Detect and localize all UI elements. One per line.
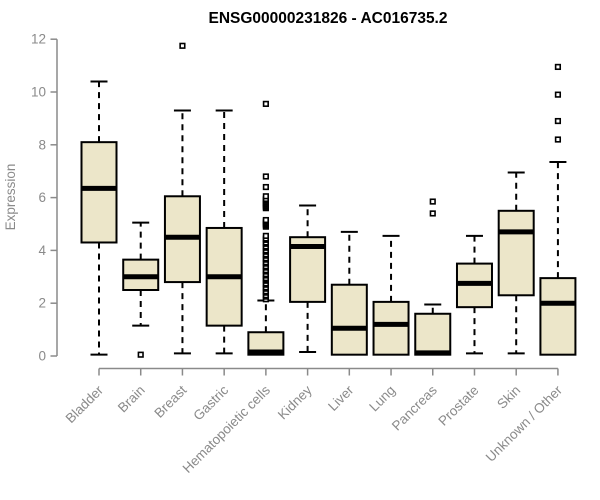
outlier-point-hematopoietic-cells: [262, 193, 269, 200]
outlier-point-unknown-other: [554, 63, 562, 71]
y-tick-label: 6: [38, 190, 46, 205]
x-category-label-skin: Skin: [494, 383, 523, 412]
x-category-label-breast: Breast: [151, 382, 189, 420]
box-skin: [497, 209, 535, 297]
outlier-point-hematopoietic-cells: [262, 173, 269, 180]
outlier-point-unknown-other: [554, 91, 562, 98]
y-tick-label: 0: [38, 349, 46, 364]
box-unknown-other: [539, 277, 577, 356]
x-category-label-brain: Brain: [115, 383, 148, 416]
outlier-point-breast: [179, 42, 186, 49]
y-axis-label: Expression: [3, 164, 18, 231]
outlier-point-brain: [137, 351, 144, 358]
outlier-point-hematopoietic-cells: [262, 216, 269, 224]
outlier-point-unknown-other: [554, 136, 562, 143]
y-tick-label: 12: [31, 32, 46, 47]
outlier-point-hematopoietic-cells: [262, 100, 269, 107]
box-liver: [330, 283, 368, 356]
y-tick-label: 8: [38, 137, 46, 152]
outlier-point-hematopoietic-cells: [262, 232, 269, 239]
box-lung: [372, 300, 410, 356]
x-category-label-liver: Liver: [325, 382, 357, 414]
x-category-label-gastric: Gastric: [190, 382, 231, 423]
box-hematopoietic-cells: [247, 331, 285, 356]
outlier-point-hematopoietic-cells: [262, 183, 269, 191]
chart-title: ENSG00000231826 - AC016735.2: [209, 10, 448, 27]
y-tick-label: 10: [31, 85, 46, 100]
x-category-label-kidney: Kidney: [275, 382, 315, 422]
outlier-point-pancreas: [429, 210, 436, 217]
x-category-label-prostate: Prostate: [435, 383, 481, 429]
outlier-point-unknown-other: [554, 117, 562, 125]
outlier-point-pancreas: [429, 198, 436, 205]
x-category-label-unknown-other: Unknown / Other: [483, 382, 566, 465]
x-category-label-lung: Lung: [366, 383, 398, 415]
box-bladder: [80, 141, 118, 244]
box-pancreas: [414, 312, 452, 356]
y-tick-label: 4: [38, 243, 46, 258]
x-category-label-pancreas: Pancreas: [389, 382, 440, 433]
x-category-label-bladder: Bladder: [63, 382, 107, 426]
y-tick-label: 2: [38, 296, 46, 311]
